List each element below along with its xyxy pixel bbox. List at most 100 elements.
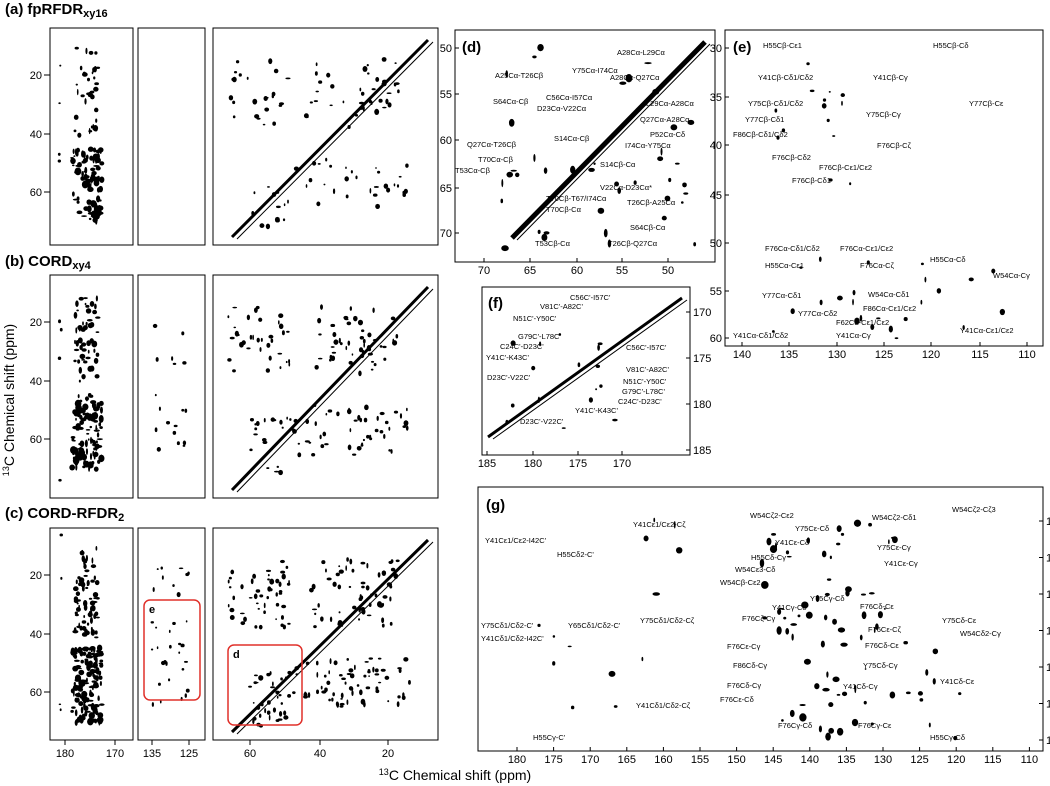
- peak: [350, 170, 353, 174]
- peak: [358, 347, 364, 353]
- peak: [277, 718, 283, 721]
- peak: [92, 217, 98, 223]
- peak-annotation: Q27Cα-T26Cβ: [467, 140, 517, 149]
- peak: [388, 426, 391, 431]
- peak: [268, 58, 273, 65]
- peak: [314, 71, 318, 76]
- peak: [531, 365, 536, 371]
- peak-annotation: S14Cβ-Cα: [600, 160, 636, 169]
- peak: [864, 668, 867, 670]
- peak: [89, 178, 94, 183]
- peak: [348, 407, 350, 411]
- peak-annotation: C24C'-D23C': [618, 397, 662, 406]
- peak: [392, 338, 395, 344]
- peak: [82, 651, 87, 656]
- peak-annotation: Y65Cδ1/Cδ2-C': [568, 621, 621, 630]
- peak: [873, 627, 876, 633]
- peak: [801, 601, 809, 609]
- x-tick-label: 40: [314, 748, 326, 760]
- peak: [358, 597, 363, 602]
- peak-annotation: C56C'-I57C': [570, 293, 611, 302]
- peak: [319, 434, 322, 440]
- peak: [259, 347, 262, 352]
- peak: [344, 176, 349, 182]
- diagonal: [236, 288, 434, 493]
- peak: [381, 583, 384, 586]
- peak: [94, 636, 99, 639]
- peak: [93, 76, 96, 80]
- peak: [227, 315, 230, 319]
- peak: [313, 100, 319, 103]
- peak-annotation: F76Cγ-Cε: [858, 721, 892, 730]
- peak: [366, 563, 369, 569]
- peak: [346, 557, 349, 562]
- peak: [230, 569, 235, 575]
- peak: [72, 409, 78, 415]
- peak: [59, 327, 63, 332]
- peak: [278, 710, 283, 717]
- peak: [81, 690, 88, 698]
- peak: [75, 607, 81, 612]
- peak: [335, 572, 340, 577]
- peak: [799, 703, 806, 706]
- peak-annotation: D23C'-V22C': [487, 373, 531, 382]
- peak: [286, 416, 288, 420]
- peak: [905, 691, 911, 695]
- peak: [88, 217, 92, 221]
- peak: [552, 635, 556, 638]
- peak: [89, 600, 96, 606]
- peak: [151, 702, 154, 707]
- peak: [820, 640, 825, 648]
- peak: [95, 656, 98, 664]
- y-tick-label: 70: [440, 228, 452, 240]
- peak-annotation: A28Cα-L29Cα: [617, 48, 666, 57]
- y-tick-label: 110: [1046, 516, 1050, 528]
- peak: [59, 64, 62, 67]
- x-tick-label: 135: [143, 748, 161, 760]
- peak: [619, 81, 627, 85]
- peak-annotation: H55Cγ-Cδ: [930, 733, 965, 742]
- peak: [331, 351, 337, 354]
- peak: [368, 602, 372, 608]
- peak: [374, 108, 380, 115]
- diagonal: [487, 296, 683, 439]
- peak-annotation: Y41Cε1/Cε2-I42C': [485, 536, 547, 545]
- peak-annotation: C56C'-I57C': [626, 343, 667, 352]
- x-tick-label: 175: [569, 458, 587, 470]
- peak: [287, 622, 291, 625]
- peak: [75, 147, 80, 153]
- peak: [799, 266, 803, 269]
- peak: [537, 229, 541, 234]
- peak: [364, 404, 369, 411]
- peak: [687, 119, 695, 126]
- peak: [328, 698, 331, 702]
- peak-annotation: F76Cδ-Cγ: [727, 681, 761, 690]
- diagonal: [492, 299, 688, 440]
- peak: [818, 256, 822, 262]
- peak: [282, 218, 286, 222]
- panel-label: (e): [733, 39, 751, 56]
- peak: [325, 157, 328, 162]
- peak: [93, 86, 99, 92]
- peak: [75, 423, 81, 429]
- peak: [368, 99, 372, 104]
- peak: [69, 464, 76, 471]
- peak: [373, 362, 377, 367]
- peak: [273, 68, 279, 74]
- peak-annotation: F86Cα-Cε1/Cε2: [863, 304, 916, 313]
- peak-annotation: W54Cε3-Cδ: [735, 565, 775, 574]
- peak: [87, 91, 92, 98]
- peak: [276, 695, 279, 699]
- peak: [88, 465, 91, 472]
- peak: [281, 573, 286, 580]
- peak: [85, 697, 90, 703]
- peak: [383, 434, 386, 439]
- peak: [74, 697, 80, 703]
- peak: [936, 288, 942, 294]
- peak-annotation: W54Cα-Cγ: [993, 271, 1030, 280]
- peak: [259, 594, 264, 598]
- peak: [372, 338, 379, 342]
- peak-annotation: N51C'-Y50C': [623, 377, 667, 386]
- peak: [968, 277, 974, 282]
- panel-label: (d): [462, 39, 481, 56]
